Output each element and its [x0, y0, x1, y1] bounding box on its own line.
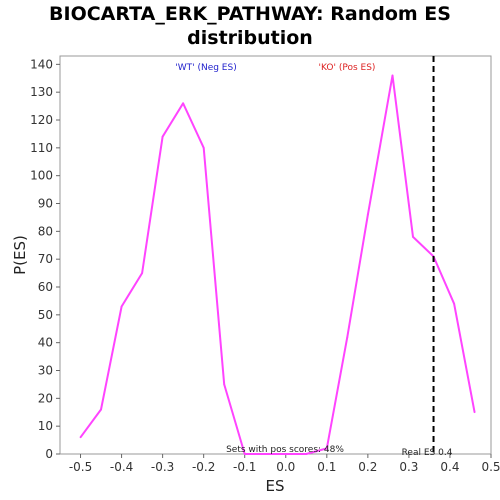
chart-title-line1: BIOCARTA_ERK_PATHWAY: Random ES: [49, 3, 451, 25]
x-axis-label: ES: [266, 477, 285, 495]
ko-label: 'KO' (Pos ES): [319, 63, 376, 73]
es-data-point: [453, 302, 455, 305]
plot-area: [59, 55, 492, 455]
y-tick-label: 120: [30, 113, 53, 127]
x-tick-label: 0.0: [276, 460, 295, 474]
y-tick-label: 50: [38, 308, 53, 322]
x-axis-ticks: -0.5 -0.4 -0.3 -0.2 -0.1 0.0 0.1 0.2 0.3 0.4 0.5: [69, 454, 500, 474]
es-data-point: [100, 408, 102, 411]
x-tick-label: 0.5: [481, 460, 500, 474]
es-data-point: [202, 146, 205, 149]
y-tick-label: 140: [30, 57, 53, 71]
es-data-point: [182, 102, 185, 105]
wt-label: 'WT' (Neg ES): [175, 63, 236, 73]
y-tick-label: 0: [45, 447, 53, 461]
es-data-point: [141, 272, 143, 274]
es-distribution-line: [79, 74, 476, 455]
es-data-point: [305, 453, 308, 455]
es-data-point: [243, 453, 246, 455]
es-data-point: [284, 453, 287, 455]
es-data-point: [346, 336, 349, 339]
chart-title-line2: distribution: [187, 27, 313, 49]
x-tick-label: 0.4: [440, 460, 459, 474]
x-tick-label: -0.1: [233, 460, 256, 474]
es-data-point: [473, 411, 476, 414]
y-tick-label: 60: [38, 280, 53, 294]
y-tick-label: 80: [38, 224, 53, 238]
y-axis-ticks: 0 10 20 30 40 50 60 70 80 90 100 110 120 130 140: [30, 57, 60, 461]
x-tick-label: -0.2: [192, 460, 215, 474]
y-axis-label: P(ES): [11, 235, 29, 275]
x-tick-label: -0.5: [69, 460, 92, 474]
pos-scores-label: Sets with pos scores: 48%: [226, 445, 344, 455]
y-tick-label: 10: [38, 419, 53, 433]
es-data-point: [366, 213, 369, 216]
es-data-point: [223, 383, 226, 386]
y-tick-label: 40: [38, 336, 53, 350]
x-tick-label: 0.1: [317, 460, 336, 474]
x-tick-label: 0.3: [399, 460, 418, 474]
y-tick-label: 130: [30, 85, 53, 99]
y-tick-label: 70: [38, 252, 53, 266]
y-tick-label: 100: [30, 169, 53, 183]
y-tick-label: 20: [38, 391, 53, 405]
x-tick-label: -0.4: [110, 460, 133, 474]
x-tick-label: -0.3: [151, 460, 174, 474]
y-tick-label: 110: [30, 141, 53, 155]
es-data-point: [120, 305, 123, 308]
es-data-point: [264, 453, 267, 455]
y-tick-label: 90: [38, 197, 53, 211]
series-layer: [79, 74, 476, 455]
es-data-point: [325, 447, 328, 450]
real-es-label: Real ES 0.4: [402, 448, 453, 458]
es-data-point: [79, 436, 82, 439]
es-data-point: [161, 135, 164, 138]
es-data-point: [412, 236, 414, 238]
es-data-point: [391, 74, 394, 77]
chart-title: BIOCARTA_ERK_PATHWAY: Random ES distribu…: [0, 2, 500, 50]
y-tick-label: 30: [38, 364, 53, 378]
x-tick-label: 0.2: [358, 460, 377, 474]
